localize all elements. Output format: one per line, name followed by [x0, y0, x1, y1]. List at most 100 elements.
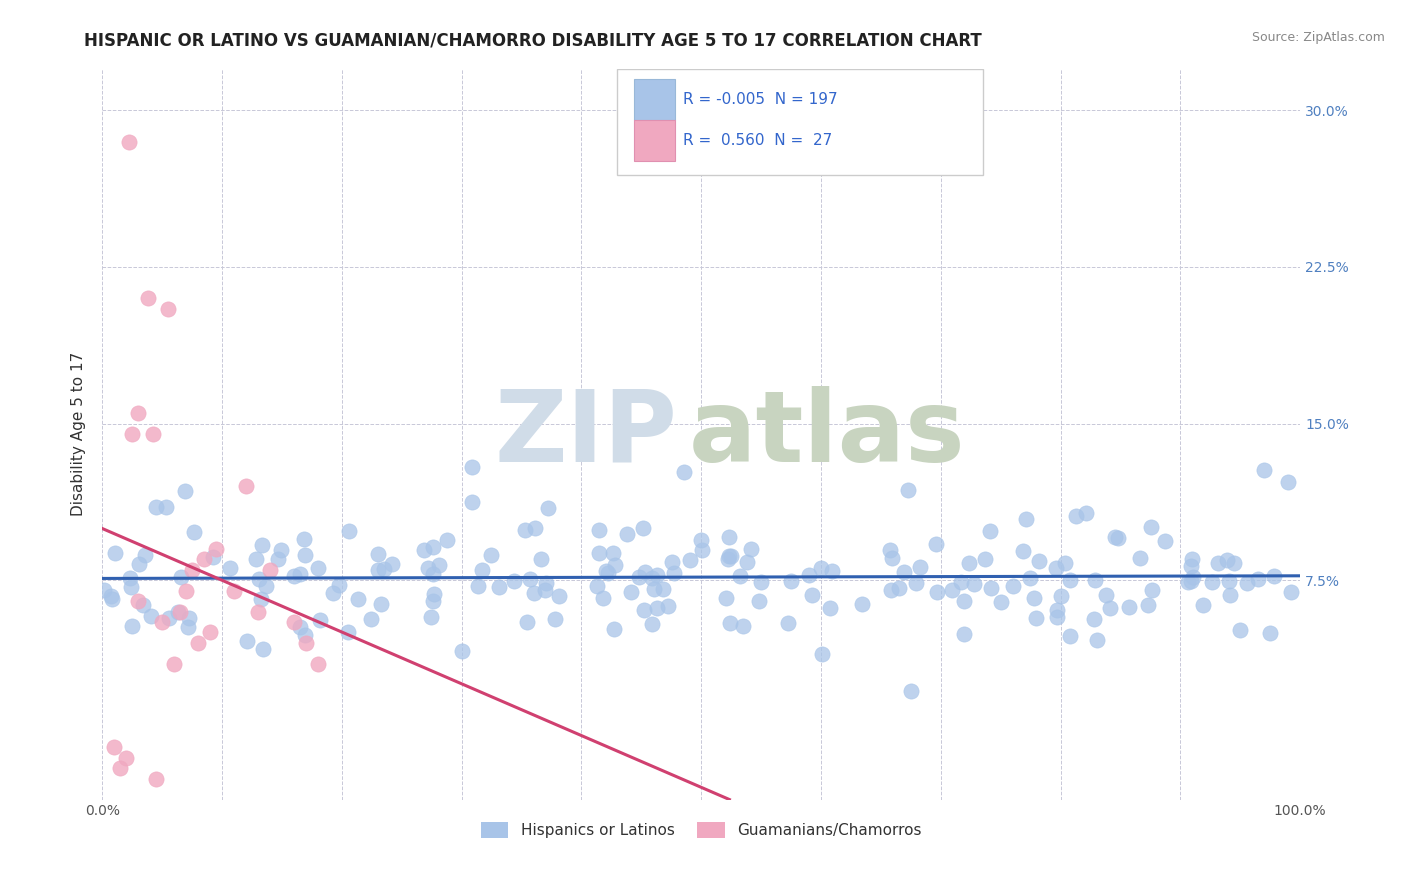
Point: [1182, 569, 1205, 583]
Point: [167, 605, 190, 619]
Point: [627, 570, 650, 584]
Point: [595, 564, 617, 578]
Point: [127, 594, 149, 608]
Point: [479, 548, 502, 562]
Point: [603, 558, 626, 572]
Point: [170, 570, 193, 584]
Text: R =  0.560  N =  27: R = 0.560 N = 27: [683, 133, 832, 148]
Point: [1046, 609, 1069, 624]
Point: [183, 524, 205, 539]
Point: [957, 556, 980, 570]
Point: [222, 583, 245, 598]
Point: [893, 565, 915, 579]
Point: [779, 574, 801, 588]
Point: [205, 541, 228, 556]
Point: [337, 524, 360, 538]
Point: [115, 750, 138, 764]
Point: [235, 634, 257, 648]
Point: [103, 740, 125, 755]
Point: [645, 568, 668, 582]
Point: [157, 610, 180, 624]
Point: [925, 585, 948, 599]
Point: [1050, 589, 1073, 603]
Point: [1108, 532, 1130, 546]
Point: [1201, 574, 1223, 589]
Point: [136, 291, 159, 305]
Point: [419, 610, 441, 624]
Point: [422, 567, 444, 582]
Point: [748, 594, 770, 608]
Point: [429, 558, 451, 572]
Point: [1180, 558, 1202, 573]
Point: [1277, 475, 1299, 489]
Point: [145, 772, 167, 786]
Point: [250, 591, 273, 606]
Point: [436, 533, 458, 547]
Point: [925, 537, 948, 551]
Point: [880, 583, 903, 598]
Point: [547, 589, 569, 603]
Point: [131, 598, 153, 612]
Point: [661, 555, 683, 569]
Point: [1084, 573, 1107, 587]
Point: [952, 627, 974, 641]
Point: [1236, 575, 1258, 590]
Point: [980, 582, 1002, 596]
Point: [904, 576, 927, 591]
Point: [270, 543, 292, 558]
Point: [690, 533, 713, 547]
Point: [1059, 629, 1081, 643]
Point: [1218, 574, 1240, 589]
Point: [461, 495, 484, 509]
Point: [1177, 575, 1199, 590]
Point: [821, 564, 844, 578]
Point: [963, 577, 986, 591]
Point: [128, 558, 150, 572]
Point: [900, 683, 922, 698]
Point: [412, 543, 434, 558]
Point: [422, 541, 444, 555]
Text: atlas: atlas: [689, 385, 966, 483]
Point: [247, 572, 270, 586]
Point: [529, 552, 551, 566]
Point: [634, 565, 657, 579]
Point: [101, 591, 124, 606]
Point: [602, 545, 624, 559]
Point: [381, 558, 404, 572]
Point: [1012, 544, 1035, 558]
Point: [633, 603, 655, 617]
Point: [1216, 553, 1239, 567]
Point: [979, 524, 1001, 538]
Point: [219, 560, 242, 574]
Point: [283, 615, 305, 629]
Point: [516, 615, 538, 630]
Point: [308, 613, 330, 627]
Point: [1053, 556, 1076, 570]
Point: [1025, 611, 1047, 625]
Point: [121, 427, 143, 442]
FancyBboxPatch shape: [634, 79, 675, 120]
Point: [157, 301, 180, 316]
Point: [1279, 585, 1302, 599]
Point: [328, 578, 350, 592]
Point: [910, 560, 932, 574]
Point: [673, 465, 696, 479]
Point: [1064, 508, 1087, 523]
Point: [422, 594, 444, 608]
Point: [513, 523, 536, 537]
Point: [1085, 632, 1108, 647]
Legend: Hispanics or Latinos, Guamanians/Chamorros: Hispanics or Latinos, Guamanians/Chamorr…: [475, 816, 928, 845]
Point: [1045, 561, 1067, 575]
Point: [897, 483, 920, 498]
Point: [1059, 573, 1081, 587]
Point: [451, 644, 474, 658]
Point: [118, 571, 141, 585]
Point: [471, 563, 494, 577]
Point: [1015, 511, 1038, 525]
Point: [974, 551, 997, 566]
Point: [851, 598, 873, 612]
Point: [645, 601, 668, 615]
Point: [1129, 550, 1152, 565]
Point: [679, 553, 702, 567]
Point: [294, 548, 316, 562]
